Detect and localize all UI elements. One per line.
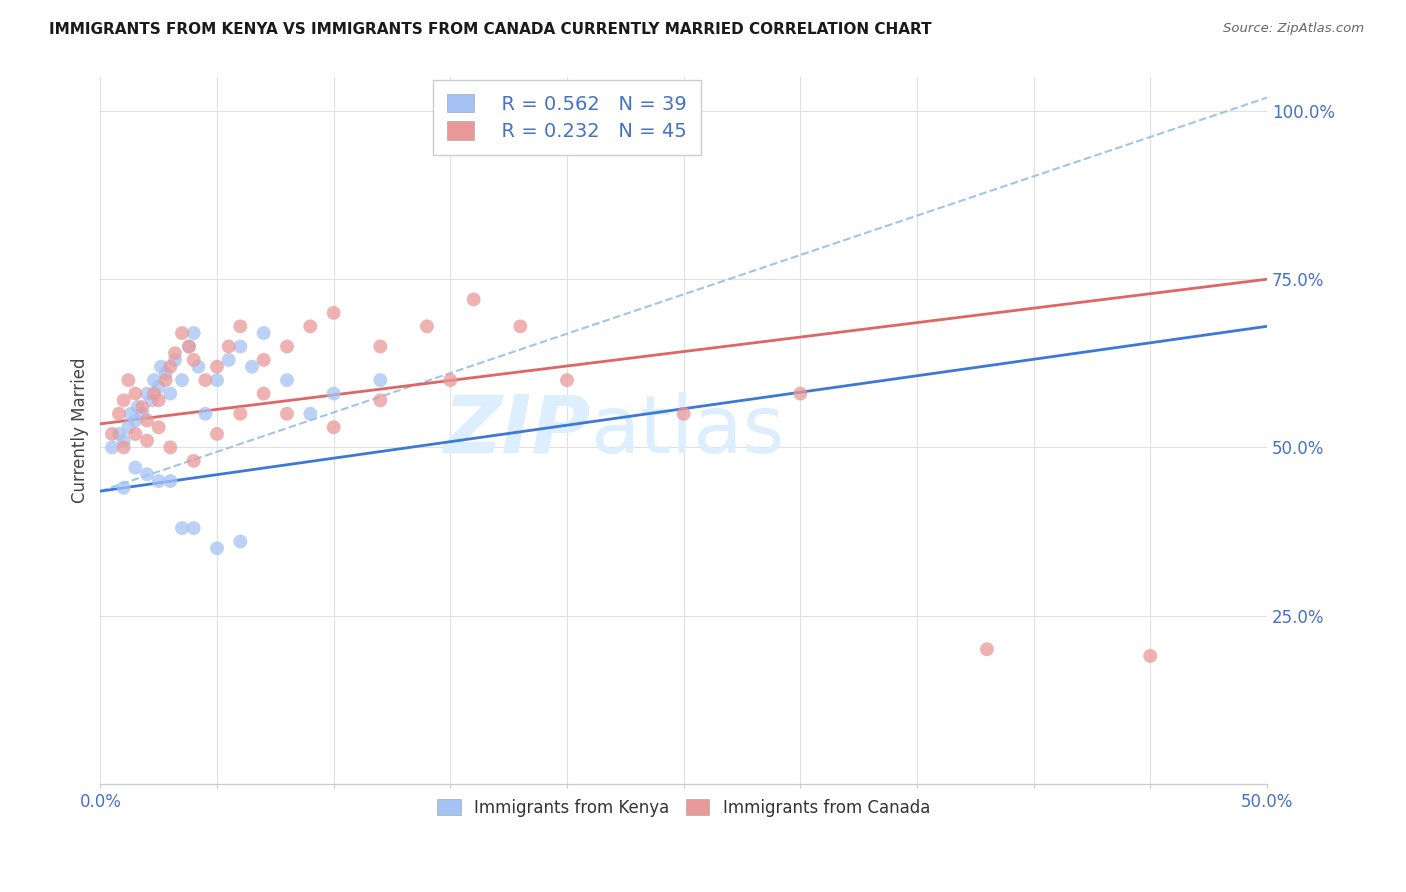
Point xyxy=(789,386,811,401)
Point xyxy=(170,326,193,340)
Point xyxy=(124,413,146,427)
Point xyxy=(141,393,163,408)
Point xyxy=(322,420,344,434)
Point xyxy=(148,420,170,434)
Point xyxy=(205,373,228,387)
Point xyxy=(177,339,200,353)
Point xyxy=(101,441,124,455)
Point xyxy=(976,642,998,657)
Point xyxy=(368,393,391,408)
Point xyxy=(229,407,252,421)
Point xyxy=(439,373,461,387)
Point xyxy=(163,353,186,368)
Point xyxy=(112,481,135,495)
Point xyxy=(143,373,166,387)
Point xyxy=(124,426,146,441)
Point xyxy=(117,420,139,434)
Point xyxy=(555,373,578,387)
Point xyxy=(183,454,205,468)
Point xyxy=(194,373,217,387)
Point xyxy=(148,474,170,488)
Point xyxy=(509,319,531,334)
Point xyxy=(136,386,159,401)
Text: ZIP: ZIP xyxy=(443,392,591,469)
Point xyxy=(148,380,170,394)
Point xyxy=(205,426,228,441)
Point xyxy=(120,407,142,421)
Text: atlas: atlas xyxy=(591,392,785,469)
Point xyxy=(155,367,177,381)
Point xyxy=(1139,648,1161,663)
Point xyxy=(159,441,181,455)
Point xyxy=(112,441,135,455)
Legend: Immigrants from Kenya, Immigrants from Canada: Immigrants from Kenya, Immigrants from C… xyxy=(429,790,938,825)
Point xyxy=(170,373,193,387)
Point xyxy=(108,426,131,441)
Point xyxy=(194,407,217,421)
Point xyxy=(187,359,209,374)
Point xyxy=(218,339,240,353)
Point xyxy=(131,407,153,421)
Point xyxy=(416,319,439,334)
Point xyxy=(299,319,322,334)
Point xyxy=(218,353,240,368)
Point xyxy=(136,467,159,482)
Point xyxy=(112,393,135,408)
Point xyxy=(253,386,276,401)
Point xyxy=(253,353,276,368)
Point xyxy=(150,359,173,374)
Point xyxy=(205,541,228,556)
Point xyxy=(124,386,146,401)
Point xyxy=(177,339,200,353)
Point xyxy=(136,413,159,427)
Point xyxy=(322,306,344,320)
Point xyxy=(155,373,177,387)
Point xyxy=(463,293,485,307)
Text: IMMIGRANTS FROM KENYA VS IMMIGRANTS FROM CANADA CURRENTLY MARRIED CORRELATION CH: IMMIGRANTS FROM KENYA VS IMMIGRANTS FROM… xyxy=(49,22,932,37)
Point xyxy=(108,407,131,421)
Point xyxy=(183,326,205,340)
Point xyxy=(322,386,344,401)
Point xyxy=(240,359,263,374)
Point xyxy=(368,373,391,387)
Point xyxy=(170,521,193,535)
Point xyxy=(368,339,391,353)
Text: Source: ZipAtlas.com: Source: ZipAtlas.com xyxy=(1223,22,1364,36)
Point xyxy=(159,359,181,374)
Point xyxy=(101,426,124,441)
Point xyxy=(229,319,252,334)
Point xyxy=(276,373,298,387)
Point xyxy=(131,400,153,414)
Point xyxy=(159,474,181,488)
Point xyxy=(112,434,135,448)
Point xyxy=(299,407,322,421)
Point xyxy=(205,359,228,374)
Point xyxy=(163,346,186,360)
Point xyxy=(229,339,252,353)
Point xyxy=(276,339,298,353)
Point xyxy=(124,460,146,475)
Point xyxy=(183,521,205,535)
Point xyxy=(148,393,170,408)
Point xyxy=(143,386,166,401)
Point xyxy=(136,434,159,448)
Point xyxy=(159,386,181,401)
Point xyxy=(127,400,149,414)
Point xyxy=(276,407,298,421)
Point xyxy=(253,326,276,340)
Point xyxy=(672,407,695,421)
Point xyxy=(117,373,139,387)
Point xyxy=(229,534,252,549)
Point xyxy=(183,353,205,368)
Y-axis label: Currently Married: Currently Married xyxy=(72,358,89,503)
